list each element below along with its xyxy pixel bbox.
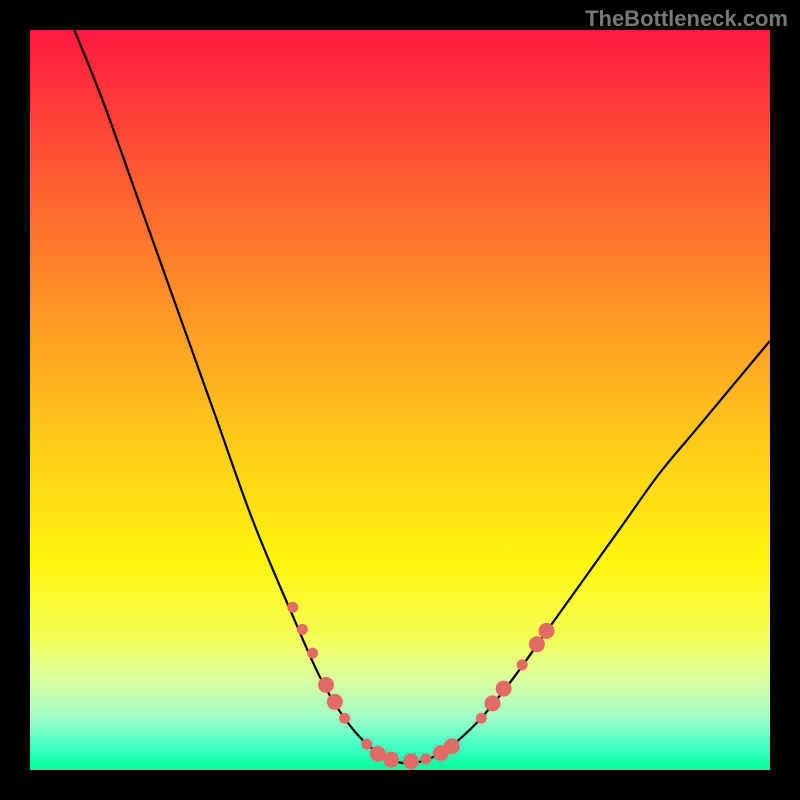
data-marker (529, 636, 545, 652)
data-marker (327, 694, 343, 710)
data-marker (444, 738, 460, 754)
data-marker (476, 713, 487, 724)
data-marker (339, 713, 350, 724)
bottleneck-chart (0, 0, 800, 800)
data-marker (307, 648, 318, 659)
data-marker (485, 695, 501, 711)
data-marker (318, 677, 334, 693)
data-marker (539, 623, 555, 639)
chart-container: TheBottleneck.com (0, 0, 800, 800)
watermark-text: TheBottleneck.com (585, 6, 788, 32)
data-marker (517, 659, 528, 670)
data-marker (383, 752, 399, 768)
data-marker (361, 739, 372, 750)
data-marker (297, 624, 308, 635)
data-marker (403, 753, 419, 769)
data-marker (287, 602, 298, 613)
data-marker (496, 681, 512, 697)
data-marker (420, 753, 431, 764)
